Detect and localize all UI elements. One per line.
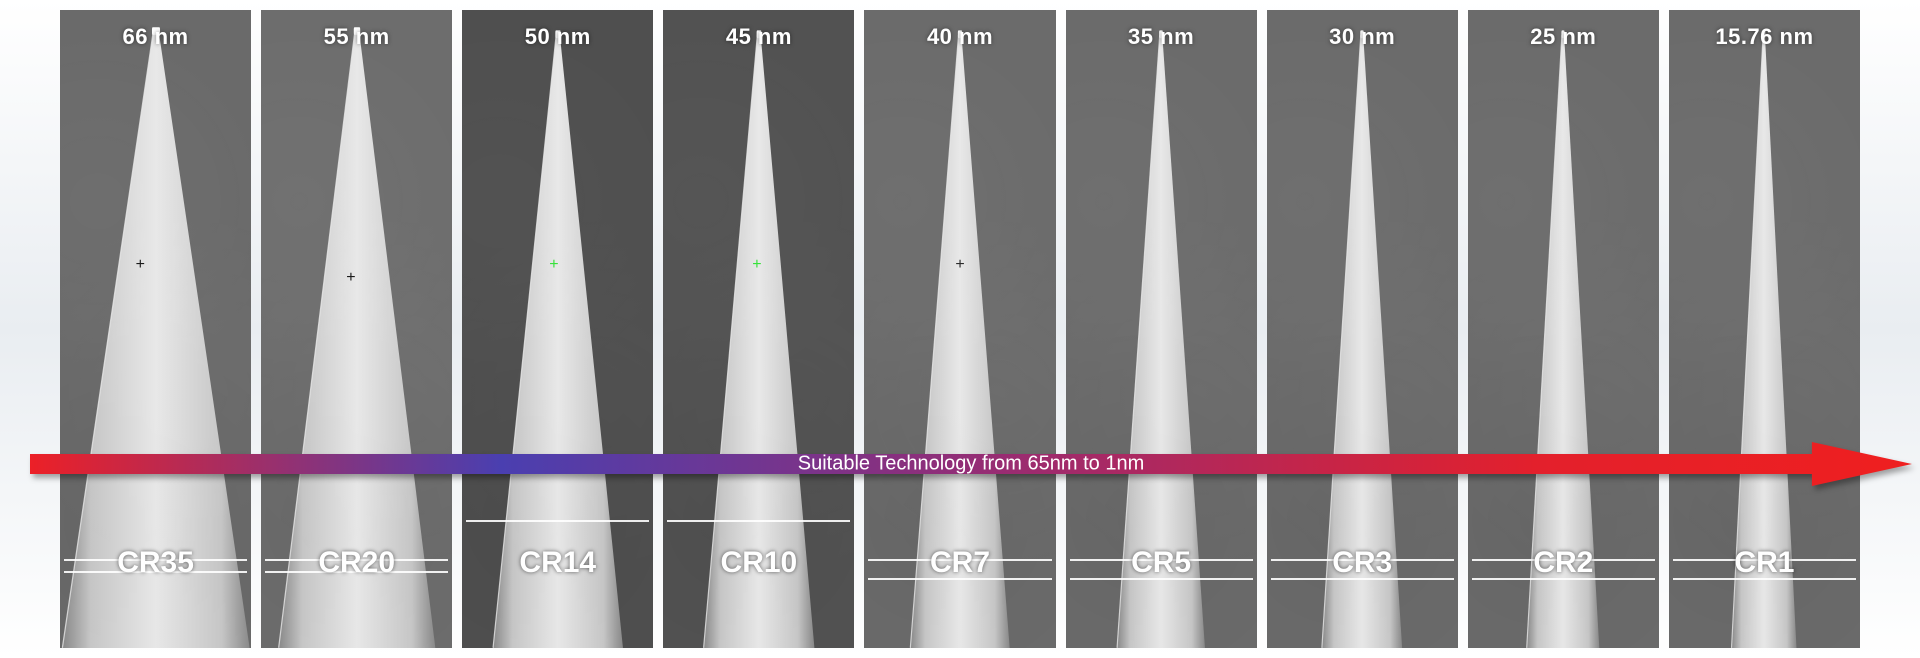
- model-label: CR7: [864, 546, 1055, 580]
- scale-line: [667, 520, 850, 522]
- tip-size-label: 66 nm: [60, 24, 251, 50]
- panel-cr5: 35 nm CR5: [1066, 10, 1257, 648]
- panel-cr7: +40 nmCR7: [864, 10, 1055, 648]
- model-label: CR2: [1468, 546, 1659, 580]
- panel-cr2: 25 nm CR2: [1468, 10, 1659, 648]
- model-label: CR3: [1267, 546, 1458, 580]
- panel-cr1: 15.76 nm CR1: [1669, 10, 1860, 648]
- technology-arrow-label: Suitable Technology from 65nm to 1nm: [30, 453, 1912, 476]
- model-label: CR5: [1066, 546, 1257, 580]
- tip-size-label: 55 nm: [261, 24, 452, 50]
- panel-cr35: +66 nmCR35: [60, 10, 251, 648]
- technology-arrow: Suitable Technology from 65nm to 1nm: [30, 442, 1912, 486]
- tip-size-label: 30 nm: [1267, 24, 1458, 50]
- tip-size-label: 50 nm: [462, 24, 653, 50]
- tip-size-label: 15.76 nm: [1669, 24, 1860, 50]
- panel-cr20: +55 nmCR20: [261, 10, 452, 648]
- model-label: CR14: [462, 546, 653, 580]
- model-label: CR20: [261, 546, 452, 580]
- tip-size-label: 45 nm: [663, 24, 854, 50]
- panel-cr14: +50 nmCR14: [462, 10, 653, 648]
- tip-size-label: 35 nm: [1066, 24, 1257, 50]
- panel-row: +66 nmCR35+55 nmCR20+50 nmCR14+45 nmCR10…: [60, 10, 1860, 648]
- model-label: CR1: [1669, 546, 1860, 580]
- panel-cr10: +45 nmCR10: [663, 10, 854, 648]
- tip-size-label: 40 nm: [864, 24, 1055, 50]
- scale-line: [466, 520, 649, 522]
- tip-size-label: 25 nm: [1468, 24, 1659, 50]
- model-label: CR35: [60, 546, 251, 580]
- panel-cr3: 30 nm CR3: [1267, 10, 1458, 648]
- model-label: CR10: [663, 546, 854, 580]
